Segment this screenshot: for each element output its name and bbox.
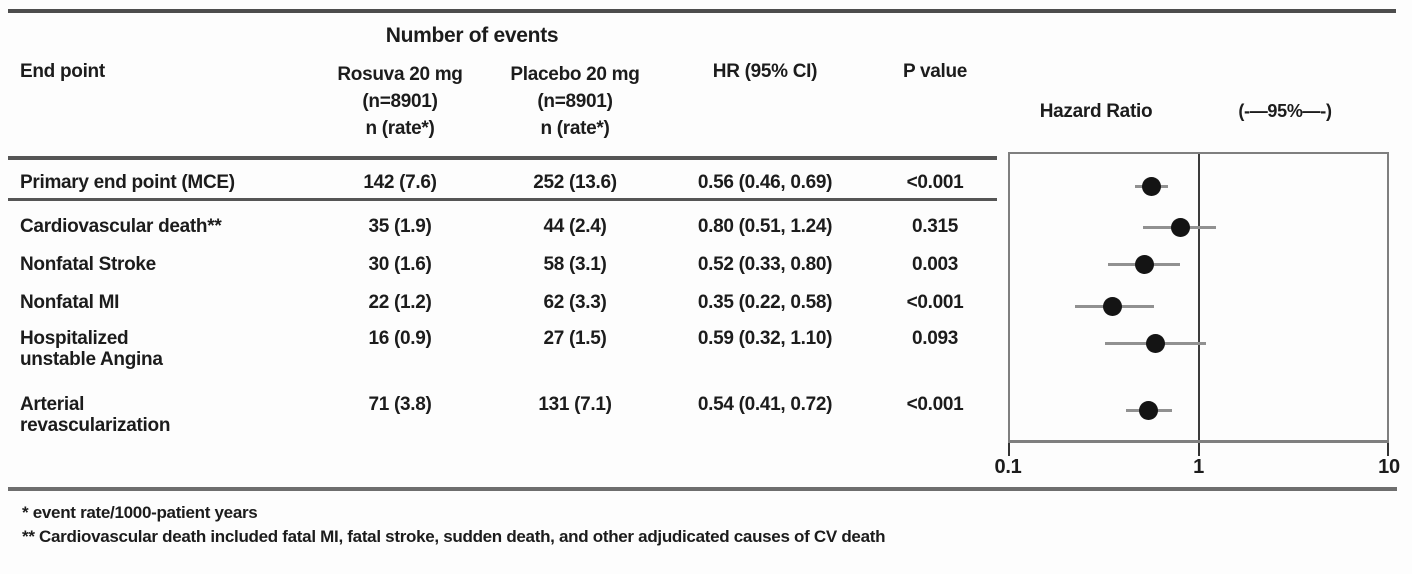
rosuva-value: 35 (1.9)	[368, 216, 432, 237]
placebo-header-line1: Placebo 20 mg	[510, 64, 640, 85]
column-header-rosuva: Rosuva 20 mg (n=8901) n (rate*)	[318, 61, 482, 142]
p-value: <0.001	[906, 394, 964, 415]
axis-tick	[1008, 443, 1010, 456]
hr-point	[1145, 333, 1165, 353]
placebo-header-line2: (n=8901)	[537, 91, 613, 112]
axis-tick	[1387, 443, 1389, 456]
forest-plot-area	[1008, 152, 1389, 443]
header-rule	[8, 156, 997, 160]
placebo-value: 44 (2.4)	[543, 216, 607, 237]
top-rule	[8, 9, 1396, 13]
rosuva-header-line3: n (rate*)	[365, 118, 435, 139]
rosuva-header-line2: (n=8901)	[362, 91, 438, 112]
rosuva-header-line1: Rosuva 20 mg	[337, 64, 463, 85]
hr-ci-value: 0.35 (0.22, 0.58)	[697, 292, 833, 313]
reference-line-hr-1	[1197, 154, 1200, 440]
p-value: 0.093	[911, 328, 959, 349]
rosuva-value: 71 (3.8)	[368, 394, 432, 415]
hr-point	[1138, 400, 1158, 420]
endpoint-label: Hospitalized unstable Angina	[20, 328, 163, 370]
hr-ci-value: 0.54 (0.41, 0.72)	[697, 394, 833, 415]
placebo-value: 27 (1.5)	[543, 328, 607, 349]
footnotes: * event rate/1000-patient years ** Cardi…	[22, 501, 885, 549]
axis-tick-label: 10	[1378, 456, 1400, 478]
hr-point	[1170, 217, 1190, 237]
rosuva-value: 142 (7.6)	[363, 172, 437, 193]
hr-point	[1141, 176, 1161, 196]
bottom-rule	[8, 487, 1397, 491]
rosuva-value: 16 (0.9)	[368, 328, 432, 349]
axis-tick-label: 1	[1193, 456, 1204, 478]
p-value: <0.001	[906, 292, 964, 313]
endpoint-label: Primary end point (MCE)	[20, 172, 235, 193]
p-value: <0.001	[906, 172, 964, 193]
axis-tick	[1197, 443, 1200, 456]
placebo-value: 58 (3.1)	[543, 254, 607, 275]
footnote-event-rate: * event rate/1000-patient years	[22, 503, 258, 522]
p-value: 0.003	[911, 254, 959, 275]
endpoint-label: Cardiovascular death**	[20, 216, 222, 237]
hr-ci-value: 0.80 (0.51, 1.24)	[697, 216, 833, 237]
axis-tick-label: 0.1	[994, 456, 1022, 478]
placebo-header-line3: n (rate*)	[540, 118, 610, 139]
plot-ci-legend: (-—95%—-)	[1238, 101, 1332, 121]
hr-point	[1103, 296, 1123, 316]
column-header-endpoint: End point	[20, 61, 105, 82]
rosuva-value: 22 (1.2)	[368, 292, 432, 313]
hr-point	[1135, 254, 1155, 274]
endpoint-label: Arterial revascularization	[20, 394, 171, 436]
p-value: 0.315	[911, 216, 959, 237]
x-axis: 0.1 1 10	[995, 443, 1400, 488]
column-header-placebo: Placebo 20 mg (n=8901) n (rate*)	[493, 61, 657, 142]
column-header-p-value: P value	[902, 61, 968, 82]
primary-row-rule	[8, 198, 997, 201]
footnote-cv-death: ** Cardiovascular death included fatal M…	[22, 527, 886, 546]
plot-title-hazard-ratio: Hazard Ratio	[1039, 101, 1153, 122]
placebo-value: 62 (3.3)	[543, 292, 607, 313]
column-header-hr-ci: HR (95% CI)	[712, 61, 818, 82]
rosuva-value: 30 (1.6)	[368, 254, 432, 275]
placebo-value: 252 (13.6)	[533, 172, 617, 193]
hr-ci-value: 0.52 (0.33, 0.80)	[697, 254, 833, 275]
endpoint-label: Nonfatal MI	[20, 292, 120, 313]
hr-ci-value: 0.56 (0.46, 0.69)	[697, 172, 833, 193]
group-header-number-of-events: Number of events	[385, 24, 559, 47]
placebo-value: 131 (7.1)	[538, 394, 612, 415]
hr-ci-value: 0.59 (0.32, 1.10)	[697, 328, 833, 349]
endpoint-label: Nonfatal Stroke	[20, 254, 156, 275]
